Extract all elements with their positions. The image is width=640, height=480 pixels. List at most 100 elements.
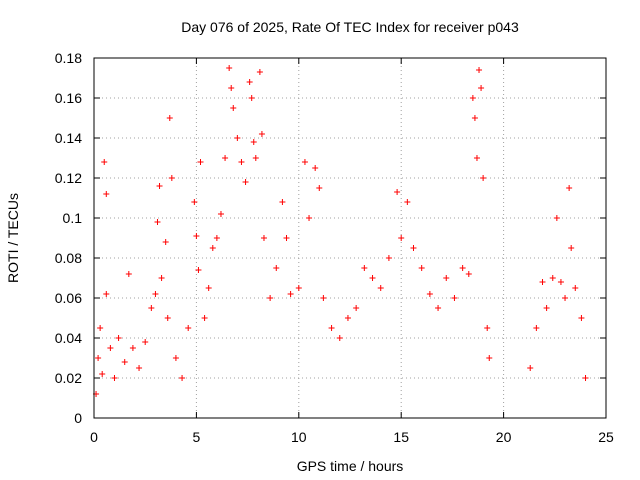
data-point xyxy=(234,135,241,141)
data-point xyxy=(582,375,589,381)
data-point xyxy=(473,155,480,161)
data-point xyxy=(410,245,417,251)
data-point xyxy=(260,235,267,241)
data-point xyxy=(103,191,110,197)
data-point xyxy=(476,67,483,73)
data-point xyxy=(328,325,335,331)
data-point xyxy=(385,255,392,261)
data-point xyxy=(154,219,161,225)
data-point xyxy=(312,165,319,171)
data-point xyxy=(471,115,478,121)
x-tick-label: 0 xyxy=(90,429,98,445)
data-point xyxy=(369,275,376,281)
data-point xyxy=(557,279,564,285)
data-point xyxy=(553,215,560,221)
data-point xyxy=(101,159,108,165)
data-point xyxy=(142,339,149,345)
data-point xyxy=(238,159,245,165)
y-tick-label: 0.04 xyxy=(55,330,82,346)
data-point xyxy=(95,355,102,361)
data-point xyxy=(283,235,290,241)
data-point xyxy=(568,245,575,251)
data-point xyxy=(228,85,235,91)
data-point xyxy=(97,325,104,331)
data-point xyxy=(578,315,585,321)
data-point xyxy=(99,371,106,377)
data-point xyxy=(248,95,255,101)
data-point xyxy=(179,375,186,381)
data-point xyxy=(572,285,579,291)
data-point xyxy=(217,211,224,217)
data-point xyxy=(226,65,233,71)
data-point xyxy=(426,291,433,297)
data-point xyxy=(486,355,493,361)
data-point xyxy=(404,199,411,205)
data-point xyxy=(158,275,165,281)
data-point xyxy=(129,345,136,351)
data-point xyxy=(256,69,263,75)
data-point xyxy=(543,305,550,311)
data-point xyxy=(191,199,198,205)
data-point xyxy=(125,271,132,277)
data-point xyxy=(336,335,343,341)
data-point xyxy=(164,315,171,321)
data-point xyxy=(252,155,259,161)
data-point xyxy=(195,267,202,273)
data-point xyxy=(156,183,163,189)
data-point xyxy=(301,159,308,165)
data-point xyxy=(478,85,485,91)
x-tick-label: 15 xyxy=(393,429,409,445)
data-point xyxy=(273,265,280,271)
data-point xyxy=(539,279,546,285)
data-point xyxy=(205,285,212,291)
data-point xyxy=(435,305,442,311)
data-point xyxy=(443,275,450,281)
data-points xyxy=(93,65,589,397)
x-axis-ticks: 0 5 10 15 20 25 xyxy=(90,58,614,445)
y-tick-label: 0 xyxy=(74,410,82,426)
y-tick-label: 0.08 xyxy=(55,250,82,266)
data-point xyxy=(549,275,556,281)
data-point xyxy=(193,233,200,239)
data-point xyxy=(121,359,128,365)
data-point xyxy=(398,235,405,241)
data-point xyxy=(246,79,253,85)
x-tick-label: 10 xyxy=(291,429,307,445)
y-tick-label: 0.16 xyxy=(55,90,82,106)
data-point xyxy=(306,215,313,221)
data-point xyxy=(484,325,491,331)
data-point xyxy=(562,295,569,301)
data-point xyxy=(320,295,327,301)
data-point xyxy=(267,295,274,301)
data-point xyxy=(344,315,351,321)
data-point xyxy=(197,159,204,165)
data-point xyxy=(465,271,472,277)
y-tick-label: 0.02 xyxy=(55,370,82,386)
data-point xyxy=(287,291,294,297)
data-point xyxy=(566,185,573,191)
data-point xyxy=(242,179,249,185)
data-point xyxy=(162,239,169,245)
data-point xyxy=(168,175,175,181)
data-point xyxy=(222,155,229,161)
y-tick-label: 0.06 xyxy=(55,290,82,306)
data-point xyxy=(230,105,237,111)
data-point xyxy=(316,185,323,191)
data-point xyxy=(209,245,216,251)
y-tick-label: 0.18 xyxy=(55,50,82,66)
data-point xyxy=(103,291,110,297)
data-point xyxy=(459,265,466,271)
data-point xyxy=(201,315,208,321)
data-point xyxy=(136,365,143,371)
grid xyxy=(94,58,606,418)
data-point xyxy=(185,325,192,331)
data-point xyxy=(115,335,122,341)
data-point xyxy=(279,199,286,205)
data-point xyxy=(152,291,159,297)
data-point xyxy=(377,285,384,291)
chart-title: Day 076 of 2025, Rate Of TEC Index for r… xyxy=(181,19,519,35)
plot-frame xyxy=(93,57,607,419)
data-point xyxy=(258,131,265,137)
y-axis-label: ROTI / TECUs xyxy=(5,193,21,283)
